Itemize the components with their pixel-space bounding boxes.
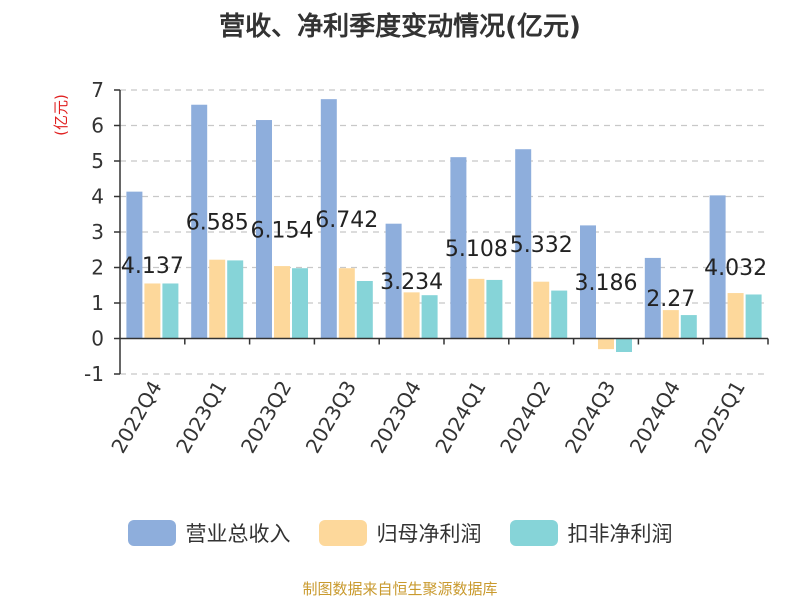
bar [274, 266, 290, 339]
x-tick-label: 2023Q3 [301, 377, 361, 458]
bar [385, 223, 402, 339]
y-tick-label: 7 [91, 78, 104, 102]
bar [616, 338, 632, 352]
bars-layer [126, 99, 762, 352]
data-label: 3.234 [380, 270, 443, 295]
legend-swatch-deducted-profit [509, 520, 558, 546]
data-label: 6.585 [186, 211, 249, 236]
x-tick-label: 2024Q3 [560, 377, 620, 458]
bar [468, 278, 485, 339]
x-tick-label: 2023Q2 [236, 377, 296, 458]
bar [450, 157, 467, 339]
data-label: 4.032 [704, 256, 767, 281]
bar [338, 268, 355, 339]
bar [227, 260, 244, 339]
legend-item-revenue[interactable]: 营业总收入 [127, 518, 291, 548]
bar [727, 293, 744, 339]
bar [515, 149, 532, 339]
legend-swatch-revenue [127, 520, 176, 546]
y-tick-label: 0 [91, 327, 104, 351]
bar [256, 120, 272, 339]
bar [745, 294, 762, 339]
x-tick-label: 2024Q4 [625, 377, 685, 458]
bar [709, 195, 726, 339]
bar [162, 283, 179, 339]
bar [533, 281, 550, 339]
source-note: 制图数据来自恒生聚源数据库 [302, 580, 498, 598]
legend-label-net-profit: 归母净利润 [376, 522, 482, 546]
bar [126, 191, 143, 339]
bar [580, 225, 596, 339]
legend: 营业总收入 归母净利润 扣非净利润 [0, 518, 800, 548]
data-label: 2.27 [646, 287, 695, 312]
bar [320, 99, 337, 339]
x-tick-label: 2025Q1 [689, 377, 749, 458]
y-tick-label: 3 [91, 220, 104, 244]
data-label: 5.108 [445, 237, 508, 262]
bar [403, 292, 420, 339]
bar [680, 315, 697, 339]
bar [598, 338, 614, 350]
x-tick-label: 2022Q4 [106, 377, 166, 458]
bar [144, 283, 161, 339]
y-tick-label: 6 [91, 114, 104, 138]
bar [292, 268, 308, 339]
bar [644, 257, 661, 339]
bar [356, 280, 373, 339]
y-tick-label: 1 [91, 291, 104, 315]
x-tick-label: 2024Q2 [495, 377, 555, 458]
bar [662, 310, 679, 339]
data-label: 4.137 [121, 254, 184, 279]
data-label: 6.154 [251, 218, 314, 243]
legend-label-deducted-profit: 扣非净利润 [567, 522, 673, 546]
y-tick-label: 5 [91, 149, 104, 173]
chart-title: 营收、净利季度变动情况(亿元) [219, 12, 581, 42]
y-axis-label: (亿元) [52, 94, 70, 136]
legend-swatch-net-profit [318, 520, 367, 546]
x-tick-label: 2023Q4 [365, 377, 425, 458]
bar [486, 279, 503, 339]
bar [551, 290, 568, 339]
y-tick-label: 4 [91, 185, 104, 209]
data-label: 3.186 [575, 271, 638, 296]
x-tick-label: 2024Q1 [430, 377, 490, 458]
x-tick-label: 2023Q1 [171, 377, 231, 458]
legend-item-net-profit[interactable]: 归母净利润 [318, 518, 482, 548]
data-label: 6.742 [315, 208, 378, 233]
bar [209, 259, 226, 339]
bar [191, 104, 208, 339]
y-tick-label: -1 [84, 362, 104, 386]
y-tick-label: 2 [91, 256, 104, 280]
bar [421, 295, 438, 339]
legend-label-revenue: 营业总收入 [185, 522, 291, 546]
data-label: 5.332 [510, 233, 573, 258]
legend-item-deducted-profit[interactable]: 扣非净利润 [509, 518, 673, 548]
